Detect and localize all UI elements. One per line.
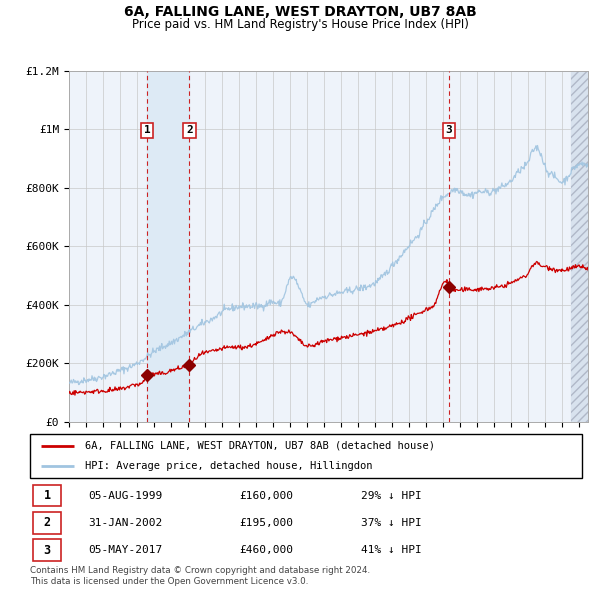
Text: 37% ↓ HPI: 37% ↓ HPI bbox=[361, 518, 422, 528]
Text: £195,000: £195,000 bbox=[240, 518, 294, 528]
Text: HPI: Average price, detached house, Hillingdon: HPI: Average price, detached house, Hill… bbox=[85, 461, 373, 471]
Text: Price paid vs. HM Land Registry's House Price Index (HPI): Price paid vs. HM Land Registry's House … bbox=[131, 18, 469, 31]
Text: This data is licensed under the Open Government Licence v3.0.: This data is licensed under the Open Gov… bbox=[30, 577, 308, 586]
FancyBboxPatch shape bbox=[33, 512, 61, 533]
Text: 05-MAY-2017: 05-MAY-2017 bbox=[88, 545, 162, 555]
Bar bbox=[571, 71, 588, 422]
Text: 29% ↓ HPI: 29% ↓ HPI bbox=[361, 491, 422, 500]
Text: 05-AUG-1999: 05-AUG-1999 bbox=[88, 491, 162, 500]
Bar bbox=[147, 71, 190, 422]
Text: Contains HM Land Registry data © Crown copyright and database right 2024.: Contains HM Land Registry data © Crown c… bbox=[30, 566, 370, 575]
Bar bbox=[571, 71, 588, 422]
Text: 41% ↓ HPI: 41% ↓ HPI bbox=[361, 545, 422, 555]
Text: 3: 3 bbox=[44, 543, 50, 556]
Text: 6A, FALLING LANE, WEST DRAYTON, UB7 8AB (detached house): 6A, FALLING LANE, WEST DRAYTON, UB7 8AB … bbox=[85, 441, 435, 451]
Text: £160,000: £160,000 bbox=[240, 491, 294, 500]
Text: 1: 1 bbox=[44, 489, 50, 502]
Text: 6A, FALLING LANE, WEST DRAYTON, UB7 8AB: 6A, FALLING LANE, WEST DRAYTON, UB7 8AB bbox=[124, 5, 476, 19]
FancyBboxPatch shape bbox=[33, 485, 61, 506]
Text: £460,000: £460,000 bbox=[240, 545, 294, 555]
FancyBboxPatch shape bbox=[30, 434, 582, 478]
Text: 1: 1 bbox=[143, 126, 151, 136]
Text: 3: 3 bbox=[446, 126, 452, 136]
Text: 31-JAN-2002: 31-JAN-2002 bbox=[88, 518, 162, 528]
Text: 2: 2 bbox=[186, 126, 193, 136]
FancyBboxPatch shape bbox=[33, 539, 61, 561]
Text: 2: 2 bbox=[44, 516, 50, 529]
